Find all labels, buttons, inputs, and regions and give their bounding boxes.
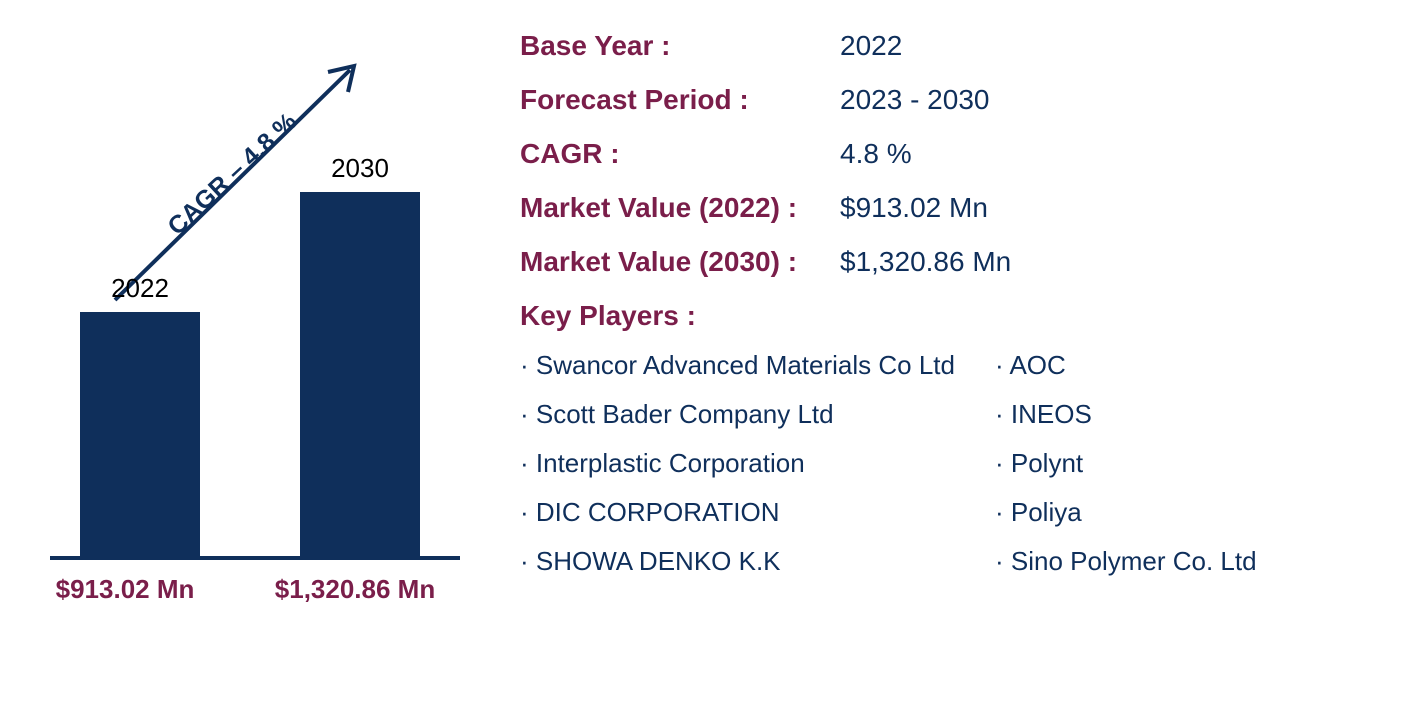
stat-label: CAGR : <box>520 138 840 170</box>
stat-value: $913.02 Mn <box>840 192 988 224</box>
key-players-col-2: · AOC · INEOS · Polynt · Poliya · Sino P… <box>995 350 1257 577</box>
key-player-item: · SHOWA DENKO K.K <box>520 546 955 577</box>
bar-value-row: $913.02 Mn $1,320.86 Mn <box>40 574 470 605</box>
key-player-item: · INEOS <box>995 399 1257 430</box>
chart-baseline <box>50 556 460 560</box>
bar-rect <box>300 192 420 560</box>
stat-value: 2022 <box>840 30 902 62</box>
stat-label: Base Year : <box>520 30 840 62</box>
bar-2030: 2030 <box>300 153 420 560</box>
stat-value: 2023 - 2030 <box>840 84 989 116</box>
key-player-item: · Poliya <box>995 497 1257 528</box>
infographic-root: CAGR – 4.8 % 2022 2030 $913.02 Mn $1,320… <box>0 0 1413 712</box>
key-players-columns: · Swancor Advanced Materials Co Ltd · Sc… <box>520 350 1383 577</box>
stat-market-value-2030: Market Value (2030) : $1,320.86 Mn <box>520 246 1383 278</box>
key-players-heading: Key Players : <box>520 300 1383 332</box>
key-player-item: · Sino Polymer Co. Ltd <box>995 546 1257 577</box>
bar-value-2030: $1,320.86 Mn <box>210 574 470 605</box>
stat-value: 4.8 % <box>840 138 912 170</box>
bar-year-label: 2030 <box>300 153 420 184</box>
stat-base-year: Base Year : 2022 <box>520 30 1383 62</box>
bar-2022: 2022 <box>80 273 200 560</box>
key-players-col-1: · Swancor Advanced Materials Co Ltd · Sc… <box>520 350 955 577</box>
bar-chart: CAGR – 4.8 % 2022 2030 <box>40 40 470 560</box>
info-panel: Base Year : 2022 Forecast Period : 2023 … <box>490 0 1413 712</box>
stat-label: Forecast Period : <box>520 84 840 116</box>
key-player-item: · Scott Bader Company Ltd <box>520 399 955 430</box>
key-player-item: · Swancor Advanced Materials Co Ltd <box>520 350 955 381</box>
key-player-item: · Interplastic Corporation <box>520 448 955 479</box>
bar-value-2022: $913.02 Mn <box>40 574 210 605</box>
stat-market-value-2022: Market Value (2022) : $913.02 Mn <box>520 192 1383 224</box>
stat-label: Market Value (2030) : <box>520 246 840 278</box>
key-player-item: · Polynt <box>995 448 1257 479</box>
chart-panel: CAGR – 4.8 % 2022 2030 $913.02 Mn $1,320… <box>0 0 490 712</box>
bar-year-label: 2022 <box>80 273 200 304</box>
stat-label: Market Value (2022) : <box>520 192 840 224</box>
stat-value: $1,320.86 Mn <box>840 246 1011 278</box>
stat-cagr: CAGR : 4.8 % <box>520 138 1383 170</box>
key-player-item: · DIC CORPORATION <box>520 497 955 528</box>
bar-rect <box>80 312 200 560</box>
stat-forecast-period: Forecast Period : 2023 - 2030 <box>520 84 1383 116</box>
key-player-item: · AOC <box>995 350 1257 381</box>
